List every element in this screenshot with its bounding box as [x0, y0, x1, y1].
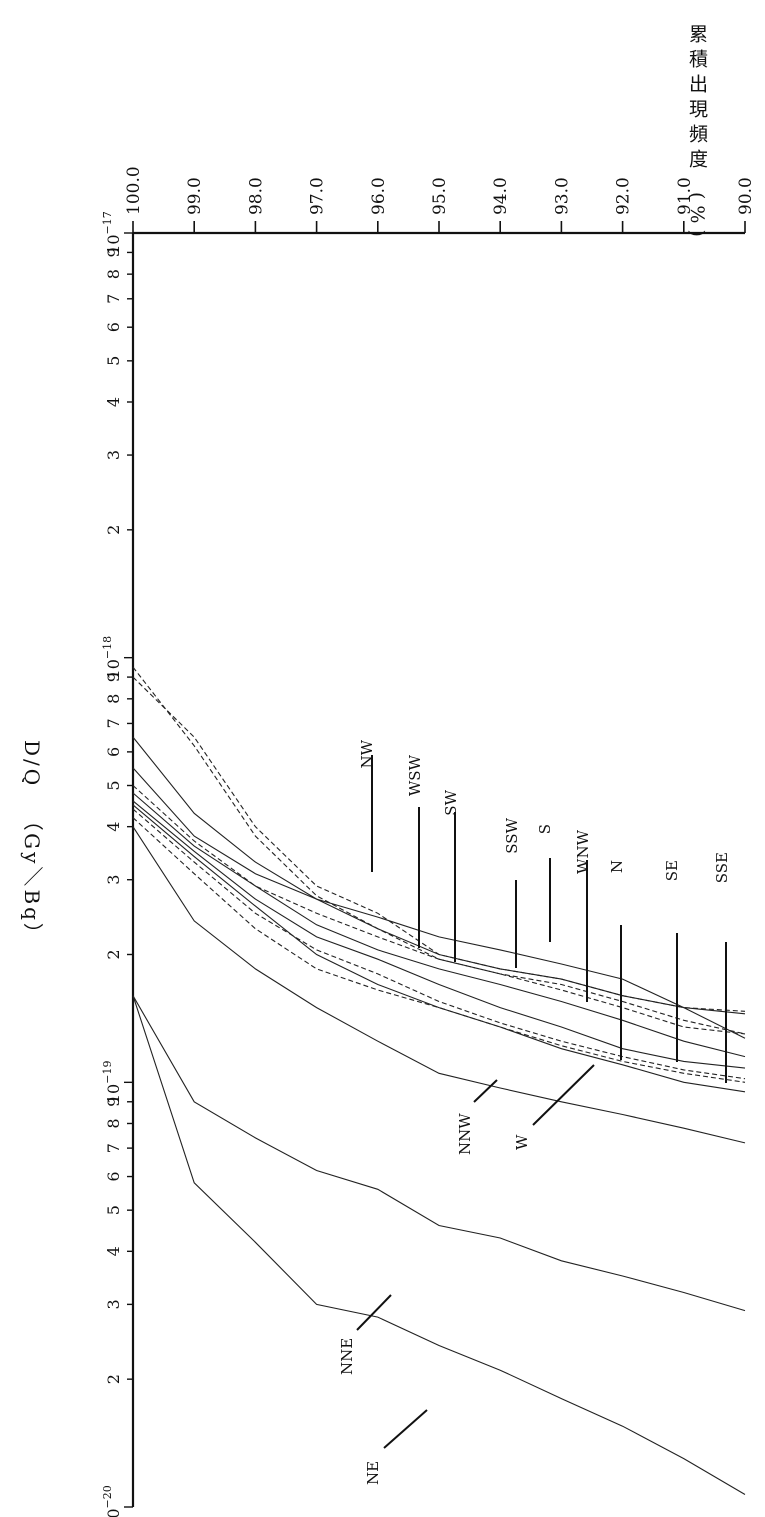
- y-tick-label: 9: [104, 247, 123, 257]
- y-tick-label: 2: [104, 525, 123, 535]
- series-line-se: [132, 808, 746, 1080]
- y-tick-label: 8: [104, 269, 123, 279]
- series-label-nnw: NNW: [456, 1113, 474, 1155]
- x-axis-title-char: 現: [686, 99, 708, 124]
- x-axis-title-char: 累: [686, 24, 708, 49]
- series-line-wnw: [132, 792, 746, 1058]
- y-tick-label: 2: [104, 1374, 123, 1384]
- series-line-wsw: [132, 676, 746, 1012]
- y-tick-label: 8: [104, 1118, 123, 1128]
- y-tick-label: 6: [104, 322, 123, 332]
- y-tick-label: 10−18: [101, 636, 123, 680]
- series-label-wsw: WSW: [406, 754, 424, 796]
- y-tick-label: 3: [104, 1299, 123, 1309]
- series-line-w: [132, 804, 746, 1093]
- y-tick-label: 7: [104, 294, 123, 304]
- y-tick-label: 6: [104, 747, 123, 757]
- y-tick-label: 2: [104, 949, 123, 959]
- x-tick-label: 95.0: [430, 177, 450, 215]
- x-axis-title-char: 積: [686, 49, 708, 74]
- y-tick-label: 5: [104, 1205, 123, 1215]
- x-tick-label: 92.0: [614, 177, 634, 215]
- series-label-ne: NE: [364, 1461, 382, 1485]
- y-tick-label: 9: [104, 1097, 123, 1107]
- x-tick-label: 94.0: [491, 177, 511, 215]
- series-label-nw: NW: [358, 739, 376, 768]
- series-label-n: N: [608, 860, 626, 873]
- x-tick-label: 100.0: [124, 166, 144, 215]
- x-axis-title-char: 頻: [686, 124, 708, 149]
- series-label-sw: SW: [442, 789, 460, 815]
- series-label-s: S: [536, 824, 554, 834]
- series-line-ssw: [132, 767, 746, 1015]
- x-tick-label: 90.0: [736, 177, 756, 215]
- series-line-sw: [132, 666, 746, 1035]
- x-axis-title-char: 出: [686, 74, 708, 99]
- series-line-sse: [132, 817, 746, 1083]
- series-line-ne: [132, 995, 746, 1495]
- x-tick-label: 97.0: [308, 177, 328, 215]
- series-labels: NW WSW SW SSW S WNW N SE SSE W NNW NNE NE: [338, 739, 731, 1485]
- y-tick-label: 4: [104, 1246, 123, 1256]
- y-axis-title-part-2: （Gy／Bq）: [20, 810, 44, 946]
- y-tick-label: 3: [104, 450, 123, 460]
- y-tick-label: 10−20: [101, 1485, 123, 1517]
- y-tick-label: 7: [104, 718, 123, 728]
- y-axis-title: D/Q （Gy／Bq）: [18, 740, 47, 946]
- leader-line-nnw: [473, 1079, 498, 1103]
- y-tick-label: 7: [104, 1143, 123, 1153]
- x-tick-label: 99.0: [185, 177, 205, 215]
- series-line-s: [132, 785, 746, 1035]
- series-label-w: W: [513, 1134, 531, 1150]
- y-tick-label: 4: [104, 822, 123, 832]
- y-tick-label: 5: [104, 356, 123, 366]
- y-tick-label: 9: [104, 672, 123, 682]
- y-axis-title-part-1: D/Q: [20, 740, 44, 789]
- series-label-nne: NNE: [338, 1338, 356, 1375]
- series-line-nw: [132, 736, 746, 1039]
- axes: 100.0 99.0 98.0 97.0 96.0 95.0 94.0 93.0 92.0 91.…: [101, 166, 756, 1517]
- x-axis-title-char: 度: [686, 149, 708, 174]
- series-line-n: [132, 800, 746, 1069]
- series-label-sse: SSE: [713, 852, 731, 883]
- series-label-se: SE: [663, 860, 681, 881]
- y-tick-label: 10−19: [101, 1061, 123, 1105]
- x-tick-label: 91.0: [675, 177, 695, 215]
- y-tick-label: 4: [104, 397, 123, 407]
- series-line-nne: [132, 995, 746, 1312]
- x-tick-label: 98.0: [246, 177, 266, 215]
- y-tick-label: 6: [104, 1171, 123, 1181]
- y-tick-label: 10−17: [101, 211, 123, 255]
- series-line-nnw: [132, 826, 746, 1144]
- x-axis-unit: (%): [686, 192, 708, 243]
- x-tick-label: 96.0: [369, 177, 389, 215]
- leader-line-ne: [383, 1409, 428, 1449]
- y-tick-label: 8: [104, 694, 123, 704]
- leader-line-w: [532, 1064, 595, 1126]
- y-tick-label: 5: [104, 780, 123, 790]
- y-tick-label: 3: [104, 875, 123, 885]
- series-label-wnw: WNW: [574, 829, 592, 874]
- x-axis-title: 累積出現頻度 (%): [684, 24, 711, 243]
- series-label-ssw: SSW: [503, 817, 521, 853]
- series-layer: [132, 666, 746, 1495]
- x-tick-label: 93.0: [552, 177, 572, 215]
- leader-line-nne: [356, 1294, 392, 1331]
